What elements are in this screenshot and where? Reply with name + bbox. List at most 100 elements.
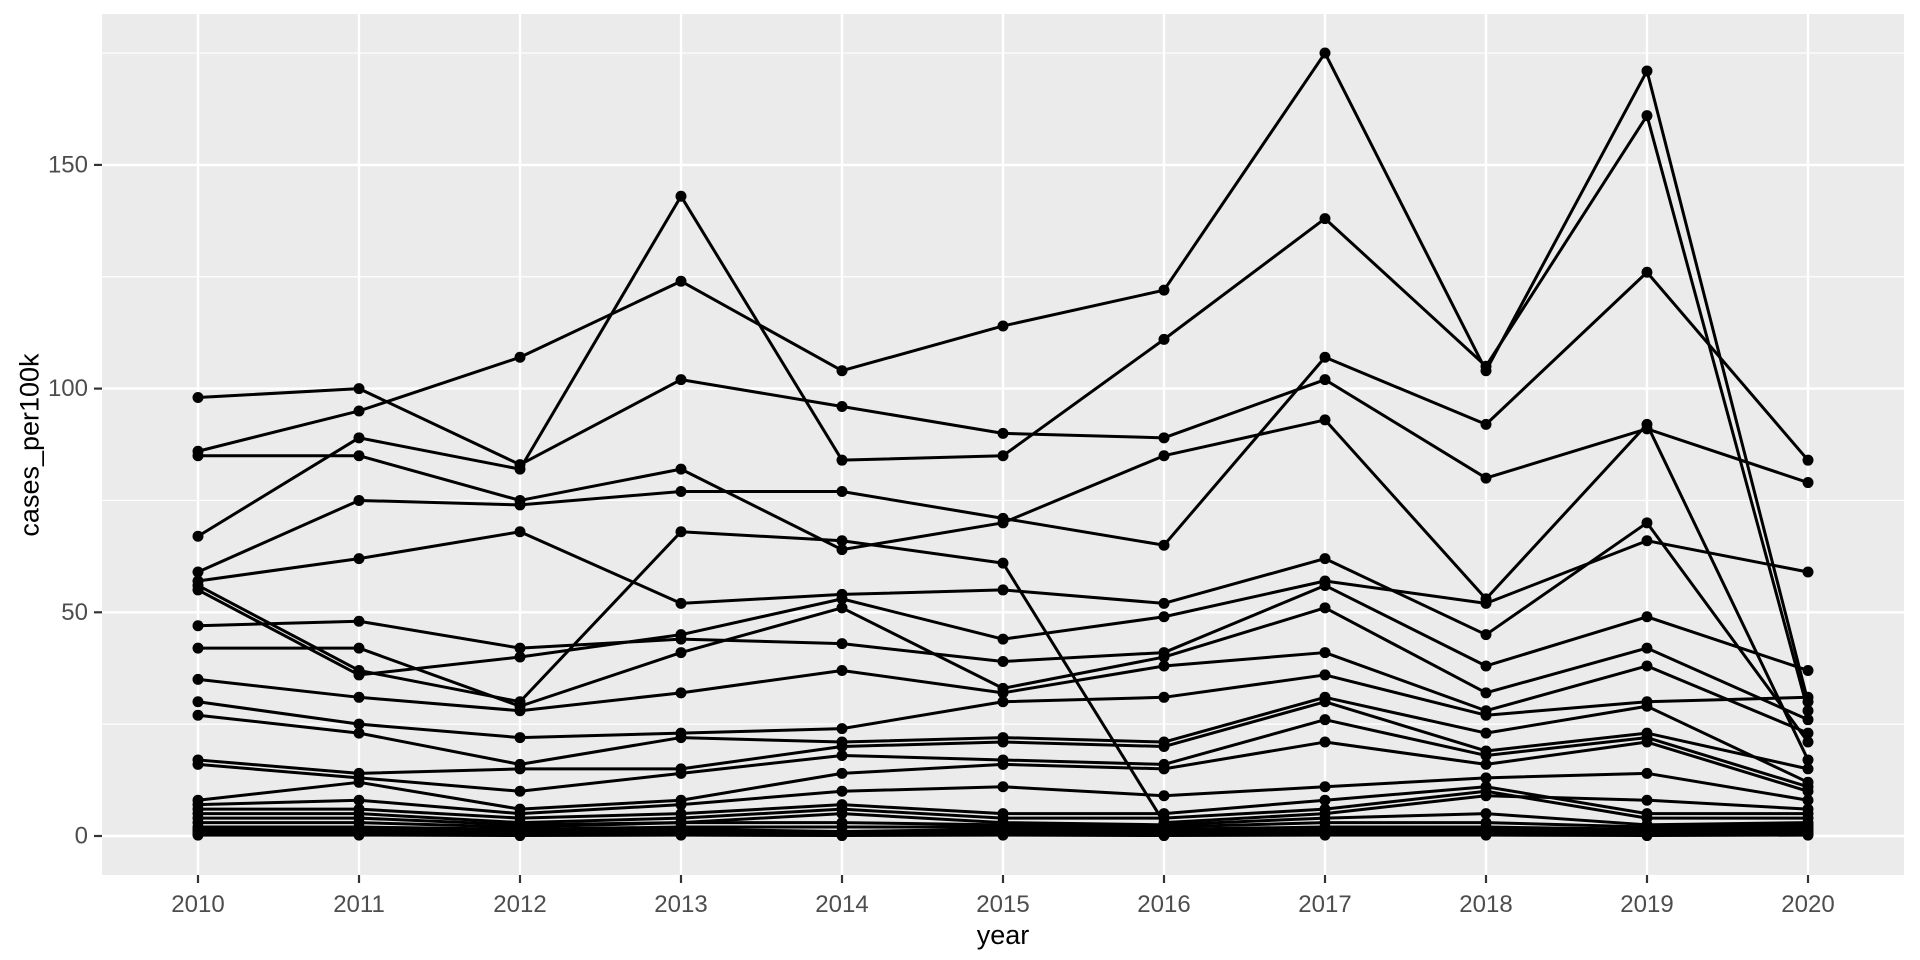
- data-point-series_03: [1802, 705, 1814, 717]
- data-point-series_16: [1480, 758, 1492, 770]
- data-point-series_04: [675, 486, 687, 498]
- data-point-series_17: [1480, 772, 1492, 784]
- data-point-series_03: [1641, 110, 1653, 122]
- data-point-series_08: [1802, 566, 1814, 578]
- data-point-series_17: [1641, 767, 1653, 779]
- data-point-series_03: [1319, 213, 1331, 225]
- data-point-series_04: [1319, 351, 1331, 363]
- data-point-series_07: [997, 584, 1009, 596]
- data-point-series_05: [997, 517, 1009, 529]
- data-point-series_26: [1158, 830, 1170, 842]
- data-point-series_16: [1319, 736, 1331, 748]
- data-point-series_14: [514, 763, 526, 775]
- data-point-series_12: [514, 732, 526, 744]
- data-point-series_07: [675, 597, 687, 609]
- data-point-series_03: [1158, 333, 1170, 345]
- data-point-series_04: [353, 494, 365, 506]
- data-point-series_17: [675, 799, 687, 811]
- data-point-series_08: [1158, 611, 1170, 623]
- data-point-series_11: [1641, 660, 1653, 672]
- data-point-series_05: [514, 494, 526, 506]
- data-point-series_07: [1802, 736, 1814, 748]
- data-point-series_16: [997, 758, 1009, 770]
- data-point-series_01: [1641, 65, 1653, 77]
- data-point-series_05: [675, 463, 687, 475]
- data-point-series_09: [675, 633, 687, 645]
- data-point-series_06: [836, 535, 848, 547]
- data-point-series_03: [514, 463, 526, 475]
- data-point-series_04: [1641, 266, 1653, 278]
- data-point-series_15: [192, 758, 204, 770]
- data-point-series_12: [997, 696, 1009, 708]
- data-point-series_16: [1802, 785, 1814, 797]
- y-tick-label: 100: [48, 375, 88, 402]
- data-point-series_12: [1802, 691, 1814, 703]
- data-point-series_05: [1319, 414, 1331, 426]
- data-point-series_13: [192, 709, 204, 721]
- data-point-series_13: [675, 732, 687, 744]
- data-point-series_10: [1641, 642, 1653, 654]
- data-point-series_03: [353, 432, 365, 444]
- data-point-series_09: [1480, 660, 1492, 672]
- data-point-series_11: [675, 687, 687, 699]
- data-point-series_12: [353, 718, 365, 730]
- y-tick-label: 50: [61, 599, 88, 626]
- data-point-series_04: [1802, 454, 1814, 466]
- data-point-series_07: [192, 575, 204, 587]
- data-point-series_05: [1802, 754, 1814, 766]
- data-point-series_17: [1158, 790, 1170, 802]
- data-point-series_15: [1319, 714, 1331, 726]
- data-point-series_01: [353, 405, 365, 417]
- data-point-series_04: [836, 486, 848, 498]
- data-point-series_12: [1158, 691, 1170, 703]
- data-point-series_26: [675, 829, 687, 841]
- data-point-series_03: [675, 190, 687, 202]
- data-point-series_01: [836, 365, 848, 377]
- data-point-series_12: [1480, 709, 1492, 721]
- data-point-series_11: [1802, 727, 1814, 739]
- data-point-series_05: [192, 450, 204, 462]
- data-point-series_09: [997, 656, 1009, 668]
- data-point-series_04: [1480, 418, 1492, 430]
- data-point-series_09: [514, 642, 526, 654]
- x-tick-label: 2011: [333, 891, 385, 918]
- data-point-series_15: [1480, 749, 1492, 761]
- data-point-series_08: [514, 651, 526, 663]
- data-point-series_14: [1319, 696, 1331, 708]
- data-point-series_15: [675, 767, 687, 779]
- data-point-series_20: [1480, 808, 1492, 820]
- data-point-series_10: [1158, 651, 1170, 663]
- data-point-series_02: [353, 383, 365, 395]
- data-point-series_26: [353, 829, 365, 841]
- data-point-series_06: [1641, 794, 1653, 806]
- data-point-series_01: [1319, 47, 1331, 59]
- data-point-series_11: [836, 664, 848, 676]
- data-point-series_05: [1158, 450, 1170, 462]
- data-point-series_08: [353, 669, 365, 681]
- data-point-series_12: [836, 723, 848, 735]
- data-point-series_11: [514, 705, 526, 717]
- data-point-series_26: [836, 830, 848, 842]
- x-tick-label: 2019: [1620, 891, 1673, 918]
- y-axis-title: cases_per100k: [14, 353, 45, 537]
- data-point-series_02: [836, 400, 848, 412]
- data-point-series_19: [1480, 785, 1492, 797]
- data-point-series_02: [1319, 374, 1331, 386]
- data-point-series_10: [675, 647, 687, 659]
- data-point-series_05: [836, 544, 848, 556]
- data-point-series_20: [836, 808, 848, 820]
- data-point-series_02: [1158, 432, 1170, 444]
- data-point-series_03: [192, 530, 204, 542]
- data-point-series_01: [1158, 284, 1170, 296]
- x-tick-label: 2013: [654, 891, 707, 918]
- data-point-series_08: [1480, 597, 1492, 609]
- data-point-series_12: [1319, 669, 1331, 681]
- data-point-series_16: [836, 767, 848, 779]
- data-point-series_13: [1480, 727, 1492, 739]
- data-point-series_11: [353, 691, 365, 703]
- x-tick-label: 2014: [815, 891, 868, 918]
- data-point-series_09: [1802, 664, 1814, 676]
- data-point-series_10: [353, 642, 365, 654]
- data-point-series_09: [353, 615, 365, 627]
